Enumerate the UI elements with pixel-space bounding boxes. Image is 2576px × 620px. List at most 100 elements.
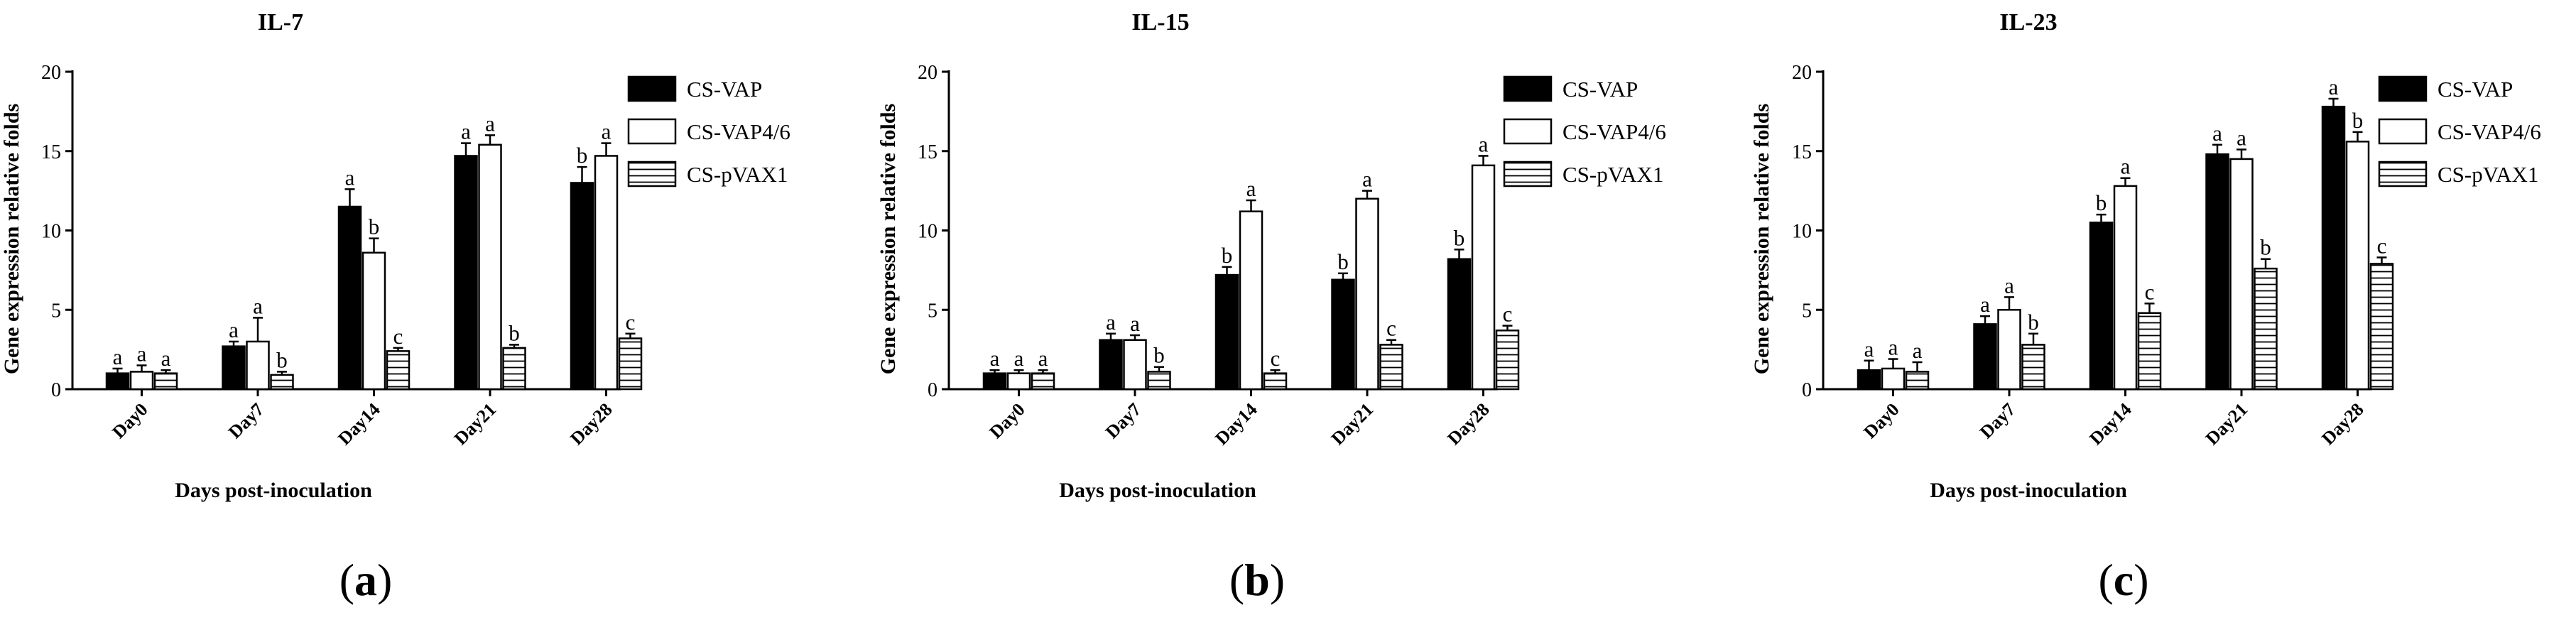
significance-letter: c [1503,302,1513,327]
significance-letter: c [2377,233,2387,258]
significance-letter: b [2260,235,2271,260]
bar [2205,153,2229,391]
x-tick-label: Day28 [566,399,616,450]
bar [1031,372,1055,391]
bar [337,205,362,391]
significance-letter: b [1337,249,1349,274]
significance-letter: c [626,310,636,335]
panel-label: (c) [2098,555,2148,605]
legend-swatch [1503,118,1553,145]
significance-letter: c [2145,279,2155,304]
bar [129,371,154,391]
bar [1006,372,1031,391]
significance-letter: a [1130,311,1140,336]
x-tick-label: Day14 [334,399,384,450]
panel-label: (a) [339,555,393,605]
bar [618,337,643,391]
bar [570,182,594,391]
x-tick-label: Day14 [2085,399,2136,450]
x-tick-label: Day21 [1327,399,1378,450]
y-tick-label: 15 [1792,141,1812,163]
bar [2369,263,2394,391]
bar [1857,369,1881,391]
significance-letter: b [2028,310,2039,335]
significance-letter: c [1271,346,1281,371]
legend-swatch [2378,75,2428,102]
legend-label: CS-VAP4/6 [1563,119,1666,144]
bar [1331,278,1355,391]
significance-letter: a [2329,75,2339,99]
y-tick-label: 20 [41,62,61,84]
bar [454,155,478,391]
significance-letter: a [253,293,263,318]
x-tick-label: Day28 [2317,399,2368,450]
significance-letter: a [113,344,123,369]
significance-letter: a [1362,167,1372,192]
bar [2021,344,2045,391]
y-tick-label: 10 [1792,221,1812,243]
significance-letter: a [1980,292,1990,317]
y-tick-label: 10 [918,221,938,243]
bar [2321,105,2346,391]
bar [2229,158,2254,391]
significance-letter: c [1386,316,1396,341]
bar [1379,344,1403,391]
bar [1355,197,1379,391]
significance-letter: b [276,347,288,372]
legend-label: CS-pVAX1 [687,162,788,187]
bar [1147,371,1171,391]
significance-letter: a [990,346,1000,371]
legend-swatch [2378,161,2428,187]
bar [2345,141,2370,391]
x-axis-label: Days post-inoculation [175,479,372,502]
significance-letter: b [369,214,380,239]
bar [1997,309,2021,391]
chart-title: IL-23 [1999,9,2057,36]
legend-label: CS-pVAX1 [1563,162,1663,187]
y-tick-label: 10 [41,221,61,243]
legend-label: CS-VAP [2438,77,2513,102]
significance-letter: a [1014,346,1024,371]
legend-swatch [627,75,677,102]
legend-label: CS-VAP [1563,77,1638,102]
legend-swatch [2378,118,2428,145]
significance-letter: a [1106,310,1116,335]
significance-letter: a [2004,273,2014,298]
significance-letter: a [345,165,355,190]
y-tick-label: 5 [928,300,938,322]
y-axis-label: Gene expression relative folds [0,104,23,374]
bar [270,374,294,391]
significance-letter: a [161,346,171,371]
bar [1099,339,1123,391]
significance-letter: a [1038,346,1048,371]
bar [502,347,526,391]
x-tick-label: Day0 [1859,399,1903,442]
bar [2254,267,2278,391]
legend-label: CS-pVAX1 [2438,162,2538,187]
y-tick-label: 5 [51,300,61,322]
bar [982,372,1007,391]
legend-swatch [1503,161,1553,187]
y-tick-label: 20 [918,62,938,84]
x-tick-label: Day28 [1443,399,1494,450]
y-axis-label: Gene expression relative folds [1750,104,1773,374]
bar [1495,330,1520,391]
significance-letter: a [137,341,147,366]
x-tick-label: Day14 [1211,399,1261,450]
significance-letter: b [2096,190,2107,215]
bar [594,155,619,391]
bar [1471,164,1496,391]
significance-letter: a [2212,121,2222,146]
panel-label: (b) [1229,555,1285,605]
legend-label: CS-VAP [687,77,762,102]
significance-letter: b [509,320,520,345]
significance-letter: a [1888,335,1898,360]
significance-letter: b [1222,243,1233,268]
y-tick-label: 0 [51,379,61,401]
bar [1881,367,1906,391]
significance-letter: a [485,111,495,136]
significance-letter: a [2237,126,2246,151]
